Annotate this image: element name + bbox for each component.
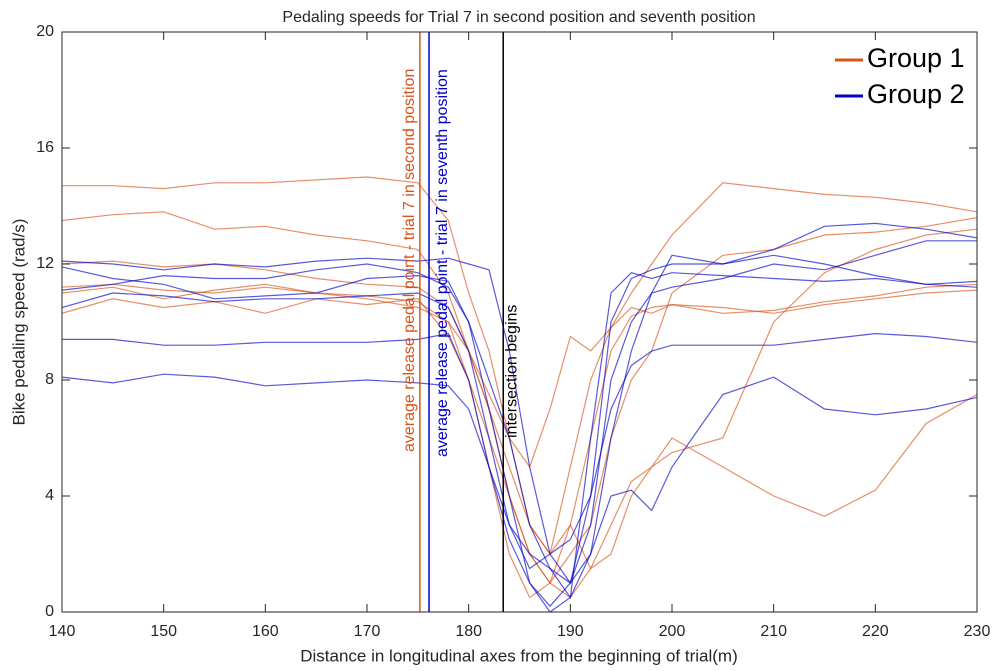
annotation-label: average release pedal point - trial 7 in… <box>434 69 451 457</box>
data-line <box>62 298 977 599</box>
x-tick-label: 150 <box>150 623 177 640</box>
x-axis-label: Distance in longitudinal axes from the b… <box>300 646 738 665</box>
annotation-label: average release pedal point - trial 7 in… <box>401 69 418 452</box>
legend-label: Group 1 <box>867 43 965 73</box>
x-tick-label: 230 <box>964 623 991 640</box>
axes-box <box>61 31 978 613</box>
data-line <box>62 240 977 584</box>
x-tick-label: 170 <box>354 623 381 640</box>
y-tick-label: 20 <box>36 23 54 40</box>
x-tick-label: 200 <box>659 623 686 640</box>
y-tick-label: 4 <box>45 487 54 504</box>
annotation-label: intersection begins <box>503 305 520 438</box>
data-line <box>62 254 977 585</box>
data-line <box>62 332 977 612</box>
data-line <box>62 217 977 599</box>
chart-title: Pedaling speeds for Trial 7 in second po… <box>282 9 755 26</box>
x-tick-label: 140 <box>49 623 76 640</box>
x-tick-label: 190 <box>557 623 584 640</box>
x-tick-label: 160 <box>252 623 279 640</box>
data-line <box>62 222 977 608</box>
x-tick-label: 210 <box>760 623 787 640</box>
data-line <box>62 283 977 469</box>
y-axis-label: Bike pedaling speed (rad/s) <box>9 219 28 426</box>
x-tick-label: 180 <box>455 623 482 640</box>
plot-area <box>62 176 977 612</box>
y-tick-label: 12 <box>36 255 54 272</box>
y-tick-label: 0 <box>45 603 54 620</box>
data-line <box>62 266 977 600</box>
data-line <box>62 228 977 570</box>
x-tick-label: 220 <box>862 623 889 640</box>
legend-label: Group 2 <box>867 79 965 109</box>
y-tick-label: 16 <box>36 139 54 156</box>
y-tick-label: 8 <box>45 371 54 388</box>
